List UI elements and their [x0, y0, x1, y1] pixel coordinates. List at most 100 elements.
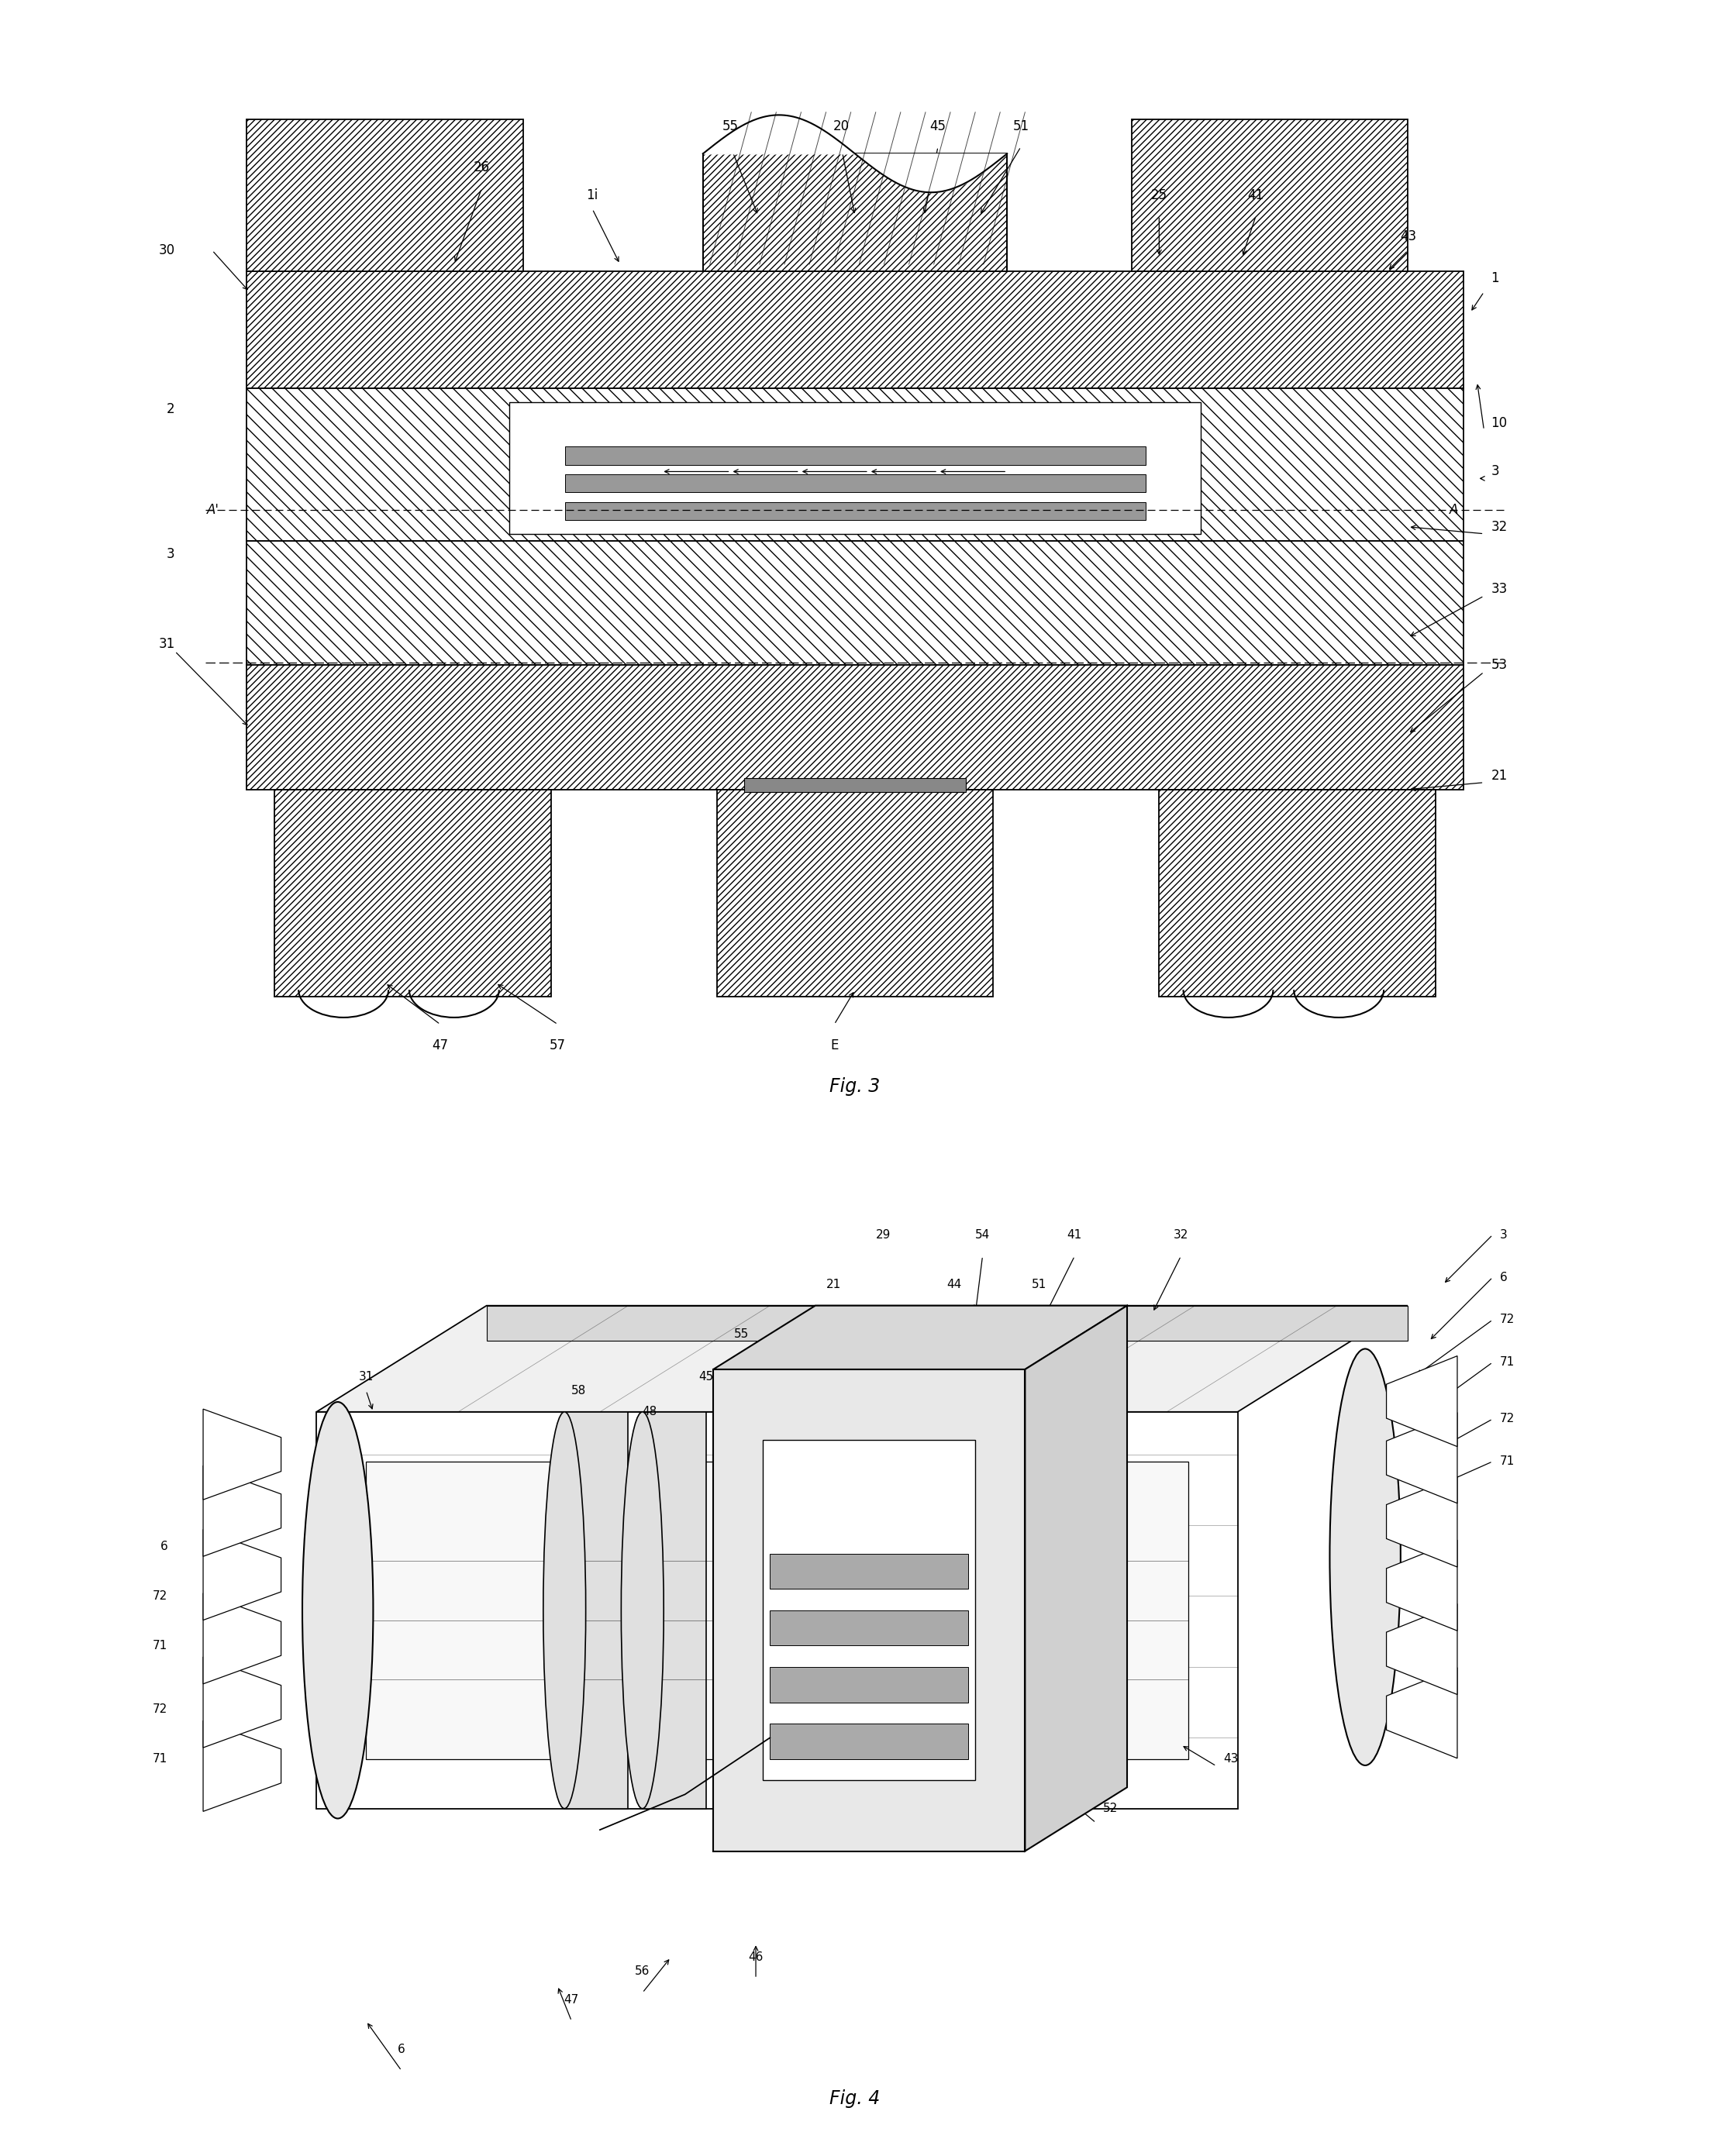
Text: 10: 10	[1491, 416, 1507, 431]
Text: 55: 55	[722, 119, 739, 134]
Text: 21: 21	[1491, 770, 1507, 783]
Text: 31: 31	[159, 638, 174, 651]
Text: 48: 48	[641, 1406, 657, 1419]
Text: 29: 29	[876, 1229, 891, 1240]
Ellipse shape	[1330, 1350, 1400, 1766]
Text: 25: 25	[1151, 188, 1168, 203]
Bar	[246, 541, 1464, 664]
Text: 3: 3	[1500, 1229, 1507, 1240]
Text: A': A'	[207, 502, 219, 517]
Text: 2: 2	[166, 403, 174, 416]
Text: E: E	[831, 1039, 838, 1052]
Text: 6: 6	[161, 1542, 168, 1552]
Text: 21: 21	[826, 1279, 841, 1289]
Text: 47: 47	[564, 1994, 580, 2005]
Text: 52: 52	[1103, 1802, 1118, 1815]
Text: 3: 3	[166, 548, 174, 561]
Text: 57: 57	[549, 1039, 566, 1052]
Text: 1: 1	[1491, 272, 1500, 285]
Text: 1i: 1i	[587, 188, 598, 203]
Text: 51: 51	[1031, 1279, 1047, 1289]
Text: 31: 31	[359, 1371, 373, 1382]
Polygon shape	[1387, 1667, 1457, 1759]
Bar	[564, 474, 1146, 492]
Text: 3: 3	[1491, 464, 1500, 479]
Text: Fig. 4: Fig. 4	[829, 2089, 881, 2109]
Text: 58: 58	[571, 1384, 587, 1397]
Text: 30: 30	[159, 244, 174, 257]
Bar	[1159, 789, 1436, 996]
Text: 54: 54	[975, 1229, 990, 1240]
Polygon shape	[643, 1412, 706, 1809]
Text: 41: 41	[1248, 188, 1264, 203]
Bar	[1132, 119, 1407, 272]
Text: 42: 42	[990, 1839, 1004, 1850]
Polygon shape	[1387, 1477, 1457, 1567]
Bar	[564, 446, 1146, 466]
Ellipse shape	[621, 1412, 663, 1809]
Text: 71: 71	[1500, 1356, 1515, 1369]
Text: 72: 72	[1500, 1412, 1515, 1425]
Text: 71: 71	[1500, 1455, 1515, 1468]
Polygon shape	[713, 1307, 1127, 1369]
Bar	[246, 119, 523, 272]
Text: 71: 71	[152, 1753, 168, 1766]
Polygon shape	[203, 1658, 280, 1749]
Polygon shape	[1387, 1604, 1457, 1695]
Text: 41: 41	[1067, 1229, 1082, 1240]
Polygon shape	[770, 1667, 968, 1703]
Polygon shape	[770, 1723, 968, 1759]
Polygon shape	[203, 1529, 280, 1619]
Text: 72: 72	[152, 1703, 168, 1716]
Bar	[510, 403, 1200, 535]
Text: A: A	[1450, 502, 1459, 517]
Text: 20: 20	[833, 119, 850, 134]
Polygon shape	[316, 1412, 1238, 1809]
Text: 71: 71	[152, 1641, 168, 1651]
Text: 45: 45	[699, 1371, 713, 1382]
Ellipse shape	[303, 1401, 373, 1818]
Bar	[703, 153, 1007, 272]
Polygon shape	[203, 1593, 280, 1684]
Text: 43: 43	[1400, 231, 1416, 244]
Text: 51: 51	[1012, 119, 1029, 134]
Polygon shape	[1387, 1539, 1457, 1630]
Text: 43: 43	[1223, 1753, 1238, 1766]
Polygon shape	[1387, 1412, 1457, 1503]
Bar	[564, 502, 1146, 520]
Bar	[246, 388, 1464, 541]
Polygon shape	[770, 1554, 968, 1589]
Text: 72: 72	[152, 1591, 168, 1602]
Text: 72: 72	[1500, 1313, 1515, 1326]
Polygon shape	[763, 1440, 975, 1781]
Text: 26: 26	[474, 160, 491, 175]
Text: 44: 44	[947, 1279, 961, 1289]
Text: 55: 55	[734, 1328, 749, 1339]
Text: 33: 33	[1491, 582, 1507, 595]
Bar	[716, 789, 994, 996]
Polygon shape	[203, 1410, 280, 1501]
Text: 47: 47	[433, 1039, 448, 1052]
Bar	[744, 778, 966, 791]
Bar	[246, 272, 1464, 388]
Polygon shape	[770, 1611, 968, 1645]
Text: 56: 56	[634, 1966, 650, 1977]
Text: 6: 6	[1500, 1272, 1507, 1283]
Text: 32: 32	[1491, 520, 1507, 535]
Polygon shape	[316, 1307, 1407, 1412]
Polygon shape	[564, 1412, 628, 1809]
Polygon shape	[713, 1369, 1024, 1852]
Text: Fig. 3: Fig. 3	[829, 1078, 881, 1095]
Text: 53: 53	[1491, 658, 1507, 673]
Text: 45: 45	[930, 119, 946, 134]
Ellipse shape	[544, 1412, 587, 1809]
Text: 6: 6	[398, 2044, 405, 2055]
Bar	[274, 789, 551, 996]
Polygon shape	[1024, 1307, 1127, 1852]
Text: 46: 46	[749, 1951, 763, 1964]
Text: 3: 3	[227, 1477, 236, 1488]
Text: 32: 32	[1173, 1229, 1188, 1240]
Polygon shape	[203, 1466, 280, 1557]
Bar	[246, 664, 1464, 789]
Polygon shape	[487, 1307, 1407, 1341]
